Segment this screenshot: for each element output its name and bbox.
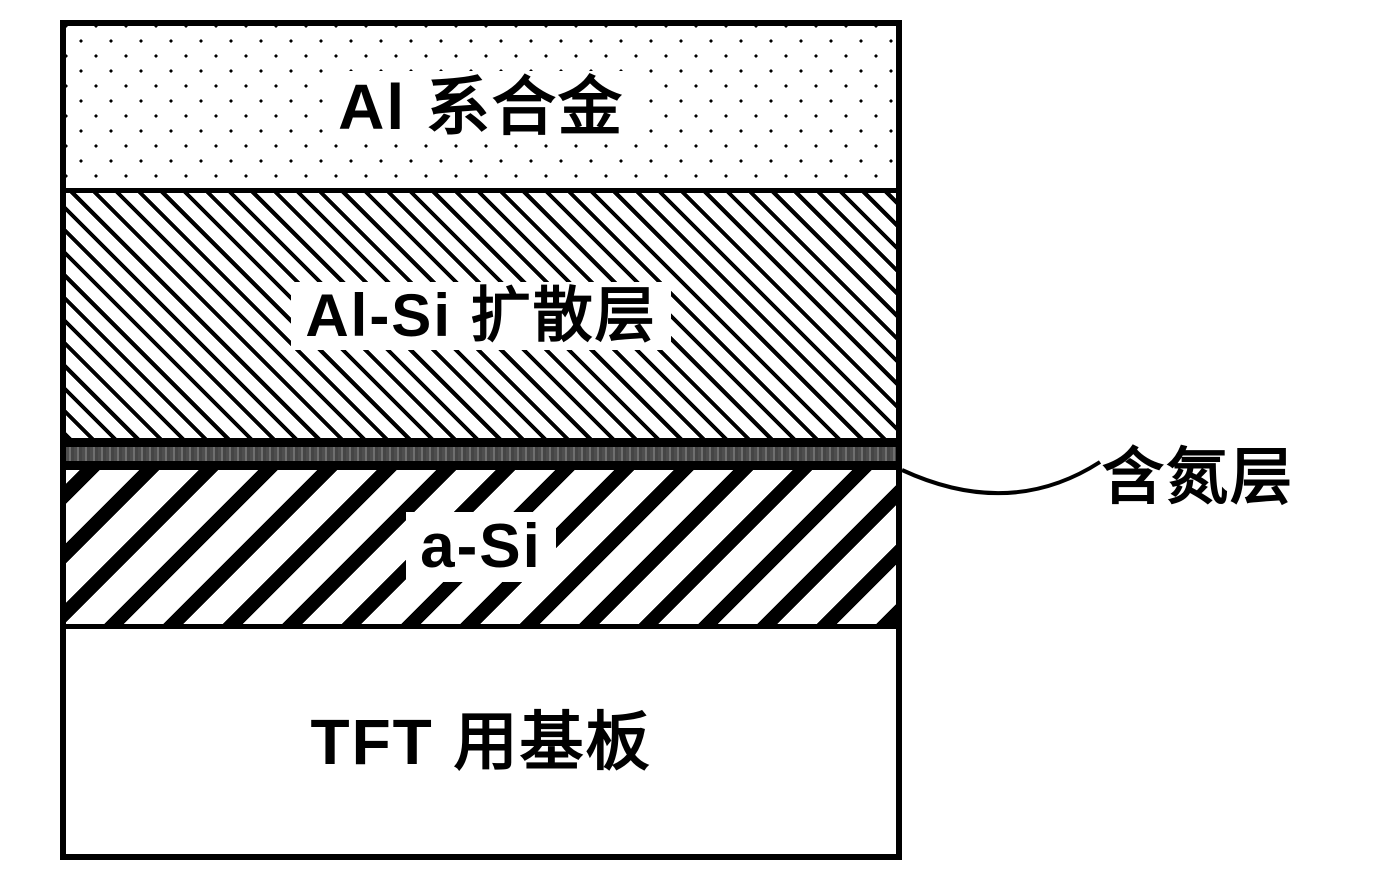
layer-al-si-diffusion: Al-Si 扩散层 xyxy=(66,193,896,443)
layer-label-al-alloy: Al 系合金 xyxy=(324,71,638,143)
layer-stack-diagram: Al 系合金 Al-Si 扩散层 a-Si TFT 用基板 xyxy=(60,20,902,860)
layer-nitrogen xyxy=(66,443,896,465)
layer-tft-substrate: TFT 用基板 xyxy=(66,629,896,854)
layer-al-alloy: Al 系合金 xyxy=(66,26,896,193)
layer-label-al-si: Al-Si 扩散层 xyxy=(291,282,670,350)
layer-label-substrate: TFT 用基板 xyxy=(296,706,665,778)
pattern-grainy xyxy=(66,443,896,465)
annotation-text: 含氮层 xyxy=(1102,426,1294,516)
annotation-nitrogen-layer: 含氮层 xyxy=(1102,426,1294,516)
layer-label-a-si: a-Si xyxy=(406,512,556,582)
layer-a-si: a-Si xyxy=(66,465,896,629)
